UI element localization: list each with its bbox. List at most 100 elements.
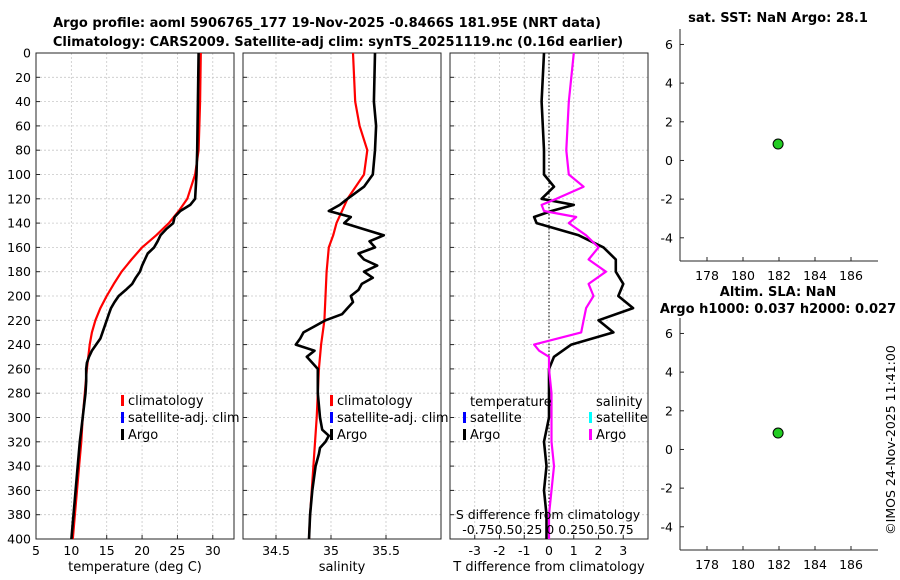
y-tick-label: -4: [661, 230, 674, 245]
y-tick-label: 220: [7, 313, 31, 328]
imos-watermark: ©IMOS 24-Nov-2025 11:41:00: [883, 345, 898, 535]
figure-title-line1: Argo profile: aoml 5906765_177 19-Nov-20…: [53, 16, 601, 31]
y-tick-label: 0: [665, 153, 673, 168]
y-tick-label: 240: [7, 337, 31, 352]
y-tick-label: 260: [7, 361, 31, 376]
legend-label: Argo: [470, 428, 500, 443]
y-tick-label: 340: [7, 459, 31, 474]
x-tick-label: 34.5: [262, 543, 290, 558]
legend-swatch: [121, 412, 124, 423]
y-tick-label: 100: [7, 167, 31, 182]
x-tick-label: 180: [731, 557, 755, 572]
y-tick-label: 360: [7, 483, 31, 498]
x-tick-label: 180: [731, 268, 755, 283]
x-tick-label: 15: [99, 543, 115, 558]
y-tick-label: 200: [7, 289, 31, 304]
x-tick-label: 2: [595, 543, 603, 558]
x-tick-label: 0: [545, 543, 553, 558]
y-tick-label: 300: [7, 410, 31, 425]
y-tick-label: 6: [665, 326, 673, 341]
y-tick-label: -2: [661, 481, 673, 496]
x-tick-label: 182: [767, 557, 791, 572]
x-tick-label: 25: [169, 543, 185, 558]
temperature-panel: 5 10 15 20 25 3002040608010012014016018020022…: [7, 46, 239, 576]
series-line-s-argo: [532, 52, 608, 539]
difference-panel: -3 -2 -1 0 1 2 3 T difference from climatology t…: [449, 52, 649, 575]
legend-swatch: [463, 429, 466, 440]
x-tick-label: -2: [493, 543, 505, 558]
series-line-climatology: [307, 52, 369, 540]
y-tick-label: 0: [23, 46, 31, 61]
legend-label: climatology: [128, 394, 204, 409]
y-tick-label: 4: [665, 76, 673, 91]
legend-swatch: [330, 395, 333, 406]
data-point: [772, 427, 784, 439]
sst-panel: -4 -2 0 2 4 6 178 180 182 184 186 sat. SST: NaN Arg…: [661, 11, 878, 283]
legend-swatch: [121, 429, 124, 440]
legend-swatch: [463, 412, 466, 423]
y-tick-label: 20: [15, 70, 31, 85]
x-axis-label: temperature (deg C): [68, 560, 202, 575]
x-tick-label: 184: [803, 557, 827, 572]
series-line-t-argo: [532, 52, 635, 539]
y-tick-label: -4: [661, 519, 674, 534]
y-tick-label: 60: [15, 118, 31, 133]
x-tick-label: 35: [323, 543, 339, 558]
legend-label: Argo: [128, 428, 158, 443]
x-tick-label: 178: [695, 557, 719, 572]
sla-panel: -4 -2 0 2 4 6 178 180 182 184 186 Altim. SLA: NaN Ar…: [660, 285, 896, 572]
y-tick-label: 40: [15, 94, 31, 109]
x-tick-label: -1: [518, 543, 530, 558]
y-tick-label: -2: [661, 192, 673, 207]
x-tick-label: 1: [570, 543, 578, 558]
x-tick-label: 5: [32, 543, 40, 558]
y-tick-label: 2: [665, 114, 673, 129]
legend-label: Argo: [337, 428, 367, 443]
sst-title: sat. SST: NaN Argo: 28.1: [688, 11, 868, 26]
legend-label: satellite-adj. clim: [128, 411, 240, 426]
legend-swatch: [589, 412, 592, 423]
x-tick-label: 30: [205, 543, 221, 558]
x-tick-label: 20: [134, 543, 150, 558]
y-tick-label: 0: [665, 442, 673, 457]
x-tick-label: -3: [469, 543, 481, 558]
y-tick-label: 140: [7, 216, 31, 231]
series-line-argo: [294, 52, 386, 540]
sla-title-line1: Altim. SLA: NaN: [720, 285, 836, 300]
salinity-panel: 34.5 35 35.5 salinity climatology satellite-a…: [242, 52, 449, 575]
legend-label: Argo: [596, 428, 626, 443]
legend-title-temperature: temperature: [470, 395, 552, 410]
legend-label: satellite-adj. clim: [337, 411, 449, 426]
x-axis-label: salinity: [319, 560, 366, 575]
y-tick-label: 320: [7, 434, 31, 449]
legend-title-salinity: salinity: [596, 395, 643, 410]
x-axis-label: T difference from climatology: [452, 560, 645, 575]
legend-swatch: [589, 429, 592, 440]
legend-swatch: [330, 412, 333, 423]
x-tick-label: 186: [839, 268, 863, 283]
y-tick-label: 80: [15, 143, 31, 158]
series-line-argo: [70, 52, 200, 540]
legend-label: climatology: [337, 394, 413, 409]
y-tick-label: 280: [7, 386, 31, 401]
y-tick-label: 400: [7, 532, 31, 547]
x-tick-label: 178: [695, 268, 719, 283]
y-tick-label: 160: [7, 240, 31, 255]
x-tick-label: 10: [63, 543, 79, 558]
y-tick-label: 180: [7, 264, 31, 279]
y-tick-label: 2: [665, 403, 673, 418]
s-axis-tick-labels: -0.750.50.25 0 0.250.50.75: [462, 522, 634, 537]
data-point: [772, 138, 784, 150]
y-tick-label: 4: [665, 365, 673, 380]
legend-swatch: [121, 395, 124, 406]
legend-label: satellite: [596, 411, 648, 426]
series-line-climatology: [71, 52, 202, 540]
x-tick-label: 184: [803, 268, 827, 283]
x-tick-label: 182: [767, 268, 791, 283]
figure-title-line2: Climatology: CARS2009. Satellite-adj cli…: [53, 35, 623, 50]
legend-swatch: [330, 429, 333, 440]
y-tick-label: 6: [665, 37, 673, 52]
x-tick-label: 35.5: [372, 543, 400, 558]
sla-title-line2: Argo h1000: 0.037 h2000: 0.027: [660, 302, 896, 317]
